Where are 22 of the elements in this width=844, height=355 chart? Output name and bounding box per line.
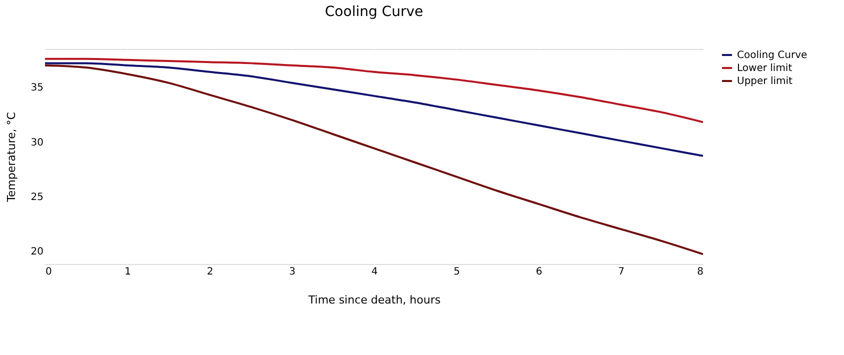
y-tick-label: 30: [30, 137, 44, 148]
line-series: [45, 64, 703, 256]
y-axis-title: Temperature, °C: [4, 112, 18, 203]
x-tick-label: 2: [206, 266, 214, 278]
x-tick-label: 7: [618, 266, 624, 278]
legend-label: Lower limit: [737, 63, 792, 74]
x-tick-label: 8: [697, 266, 704, 278]
x-tick-label: 1: [124, 266, 131, 278]
x-tick-label: 4: [371, 266, 378, 278]
y-tick-label: 25: [30, 192, 44, 203]
x-tick-label: 5: [454, 266, 460, 278]
x-tick-label: 3: [289, 266, 296, 278]
legend-label: Upper limit: [737, 76, 793, 87]
chart-title: Cooling Curve: [324, 4, 424, 20]
x-axis-title: Time since death, hours: [307, 294, 441, 306]
y-tick-label: 35: [30, 82, 44, 94]
x-tick-label: 0: [46, 266, 52, 278]
x-tick-label: 6: [536, 266, 542, 278]
line-series: [45, 58, 703, 124]
legend-label: Cooling Curve: [737, 50, 808, 61]
line-series: [45, 62, 703, 157]
y-tick-label: 20: [30, 246, 44, 258]
